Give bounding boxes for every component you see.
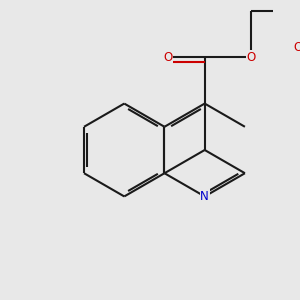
Text: N: N xyxy=(200,190,209,203)
Text: O: O xyxy=(293,41,300,54)
Text: O: O xyxy=(247,51,256,64)
Text: O: O xyxy=(163,51,172,64)
